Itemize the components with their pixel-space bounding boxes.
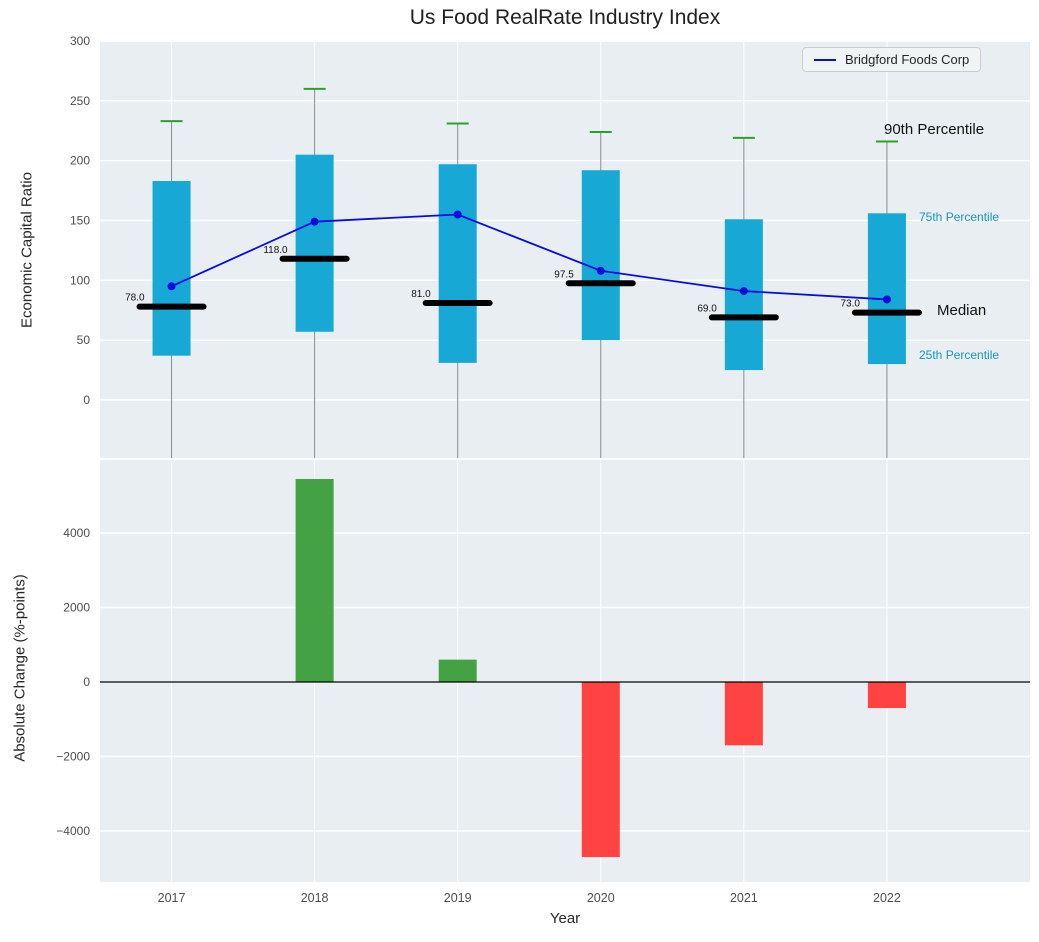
- annotation-median: Median: [937, 302, 987, 319]
- company-marker-2022: [882, 295, 891, 304]
- xtick-2018: 2018: [301, 891, 329, 905]
- xtick-2020: 2020: [587, 891, 615, 905]
- xtick-2022: 2022: [873, 891, 901, 905]
- company-line: [171, 213, 887, 301]
- bottom-ytick-4000: 4000: [63, 526, 90, 540]
- company-marker-2017: [167, 282, 176, 291]
- legend-label: Bridgford Foods Corp: [845, 52, 970, 67]
- xtick-2017: 2017: [158, 891, 186, 905]
- change-bar-2019: [438, 659, 477, 682]
- top-ytick-100: 100: [70, 273, 90, 287]
- x-axis-label: Year: [549, 910, 581, 927]
- annotation-75th-percentile: 75th Percentile: [919, 210, 1000, 224]
- median-value-label-2018: 118.0: [263, 245, 288, 256]
- median-value-label-2022: 73.0: [840, 299, 860, 310]
- company-marker-2021: [739, 287, 748, 296]
- bottom-ytick-2000: 2000: [63, 600, 90, 614]
- top-ytick-150: 150: [70, 213, 90, 227]
- top-y-axis-label: Economic Capital Ratio: [18, 172, 36, 328]
- annotation-90th-percentile: 90th Percentile: [884, 121, 985, 138]
- iqr-box-2017: [152, 180, 191, 356]
- change-bar-2018: [295, 478, 334, 682]
- change-bar-2020: [581, 681, 620, 858]
- legend: Bridgford Foods Corp: [802, 47, 982, 72]
- bottom-ytick-0: 0: [83, 675, 90, 689]
- top-ytick-200: 200: [70, 154, 90, 168]
- iqr-box-2020: [581, 170, 620, 341]
- iqr-box-2022: [867, 213, 906, 365]
- median-value-label-2020: 97.5: [554, 269, 574, 280]
- company-marker-2020: [596, 266, 605, 275]
- bottom-ytick--2000: −2000: [56, 749, 90, 763]
- iqr-box-2019: [438, 164, 477, 363]
- xtick-2019: 2019: [444, 891, 472, 905]
- xtick-2021: 2021: [730, 891, 758, 905]
- company-marker-2019: [453, 210, 462, 219]
- bottom-y-axis-label: Absolute Change (%-points): [11, 574, 29, 762]
- annotation-25th-percentile: 25th Percentile: [919, 348, 1000, 362]
- chart-title: Us Food RealRate Industry Index: [409, 6, 721, 29]
- median-value-label-2017: 78.0: [125, 293, 145, 304]
- change-bar-2021: [724, 681, 763, 746]
- top-ytick-250: 250: [70, 94, 90, 108]
- change-bar-2022: [867, 681, 906, 709]
- iqr-box-2018: [295, 154, 334, 332]
- top-ytick-300: 300: [70, 34, 90, 48]
- median-value-label-2021: 69.0: [697, 303, 717, 314]
- bottom-ytick--4000: −4000: [56, 824, 90, 838]
- legend-line-sample: [814, 58, 836, 61]
- top-ytick-0: 0: [83, 393, 90, 407]
- bottom-panel-background: [100, 460, 1030, 882]
- median-value-label-2019: 81.0: [411, 289, 431, 300]
- company-marker-2018: [310, 217, 319, 226]
- top-ytick-50: 50: [77, 333, 91, 347]
